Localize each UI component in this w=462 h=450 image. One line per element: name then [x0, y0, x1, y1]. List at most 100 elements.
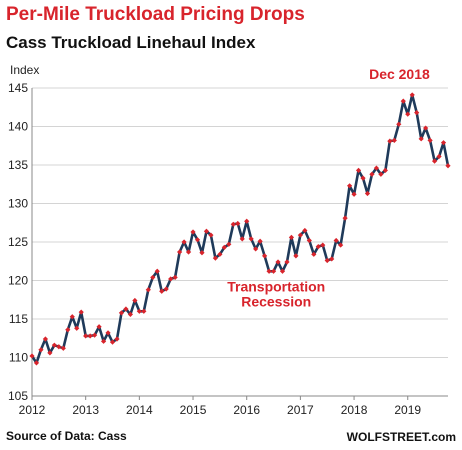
data-point-25	[141, 308, 147, 314]
data-point-62	[306, 237, 312, 244]
data-point-45	[230, 221, 236, 227]
y-tick-label-0: 105	[8, 389, 28, 403]
data-point-72	[351, 191, 357, 197]
data-point-64	[315, 244, 321, 250]
data-point-50	[253, 246, 259, 252]
data-point-53	[266, 268, 272, 274]
data-point-57	[284, 259, 290, 265]
x-tick-labels: 2012 2013 2014 2015 2016 2017 2018 2019	[19, 403, 422, 417]
data-point-80	[387, 138, 393, 144]
data-point-56	[279, 268, 286, 274]
data-point-69	[338, 242, 344, 248]
x-tick-label-4: 2016	[233, 403, 260, 417]
data-point-60	[297, 232, 303, 238]
data-point-30	[163, 286, 169, 292]
data-point-48	[244, 218, 250, 224]
data-point-7	[60, 345, 66, 351]
data-point-43	[221, 244, 227, 250]
data-point-9	[69, 314, 75, 320]
data-point-58	[288, 234, 295, 240]
y-tick-label-8: 145	[8, 81, 28, 95]
data-point-65	[320, 242, 326, 248]
gridlines	[32, 87, 448, 397]
data-point-91	[436, 153, 442, 160]
data-point-79	[382, 167, 388, 173]
data-point-13	[87, 333, 93, 339]
annotation-dec-2018: Dec 2018	[369, 66, 430, 82]
data-point-10	[74, 325, 80, 331]
data-point-32	[172, 274, 178, 281]
data-point-29	[159, 288, 165, 294]
data-point-71	[346, 183, 353, 189]
data-point-61	[302, 227, 308, 234]
data-point-18	[109, 339, 116, 345]
data-points	[29, 92, 451, 366]
data-point-74	[360, 175, 366, 181]
x-tick-label-2: 2014	[126, 403, 153, 417]
y-tick-label-2: 115	[9, 312, 28, 326]
data-point-34	[181, 239, 187, 245]
data-point-12	[83, 333, 89, 339]
y-tick-label-3: 120	[8, 274, 28, 288]
data-point-67	[329, 256, 335, 262]
data-point-40	[208, 232, 214, 238]
data-point-81	[391, 137, 397, 143]
data-point-59	[293, 253, 299, 259]
data-point-38	[199, 250, 205, 256]
data-point-36	[190, 229, 196, 235]
data-point-28	[154, 268, 160, 274]
data-point-83	[400, 98, 406, 104]
axes	[31, 88, 448, 400]
annotation-recession: Recession	[241, 293, 311, 309]
data-point-44	[226, 241, 232, 247]
data-point-77	[373, 165, 380, 171]
data-point-11	[78, 309, 84, 315]
data-point-6	[56, 344, 62, 350]
data-point-41	[212, 255, 218, 261]
y-tick-label-5: 130	[8, 197, 28, 211]
data-point-49	[248, 236, 254, 242]
data-point-21	[123, 306, 129, 312]
data-point-31	[168, 276, 174, 282]
data-point-63	[311, 251, 317, 257]
data-point-23	[132, 297, 138, 304]
data-point-16	[100, 338, 107, 344]
data-point-54	[270, 268, 277, 274]
data-point-2	[38, 347, 44, 353]
chart-title: Per-Mile Truckload Pricing Drops	[6, 4, 305, 25]
x-tick-label-7: 2019	[394, 403, 421, 417]
data-point-82	[396, 121, 402, 127]
x-tick-label-1: 2013	[72, 403, 99, 417]
data-point-3	[42, 336, 49, 342]
data-point-1	[33, 360, 40, 366]
annotation-transportation: Transportation	[227, 279, 325, 295]
data-point-46	[235, 220, 241, 227]
x-tick-label-3: 2015	[180, 403, 207, 417]
data-point-87	[418, 136, 424, 142]
data-point-42	[217, 251, 223, 257]
y-tick-label-7: 140	[8, 120, 28, 134]
y-tick-label-1: 110	[9, 351, 28, 365]
data-point-78	[378, 171, 384, 177]
data-point-52	[262, 253, 268, 259]
data-point-0	[29, 353, 35, 359]
series-line	[30, 93, 450, 365]
y-axis-label: Index	[10, 63, 39, 77]
data-point-75	[364, 190, 371, 197]
data-point-17	[105, 330, 111, 336]
data-point-92	[440, 140, 447, 146]
chart-subtitle: Cass Truckload Linehaul Index	[6, 33, 256, 52]
data-point-90	[431, 158, 438, 164]
data-point-39	[203, 228, 210, 234]
data-point-15	[96, 324, 102, 330]
data-point-47	[239, 236, 245, 242]
data-point-37	[194, 237, 201, 243]
data-point-86	[414, 110, 420, 116]
data-point-14	[92, 332, 98, 338]
data-point-93	[445, 163, 451, 169]
data-point-85	[409, 92, 415, 98]
y-tick-label-6: 135	[8, 158, 28, 172]
data-point-20	[118, 310, 125, 316]
